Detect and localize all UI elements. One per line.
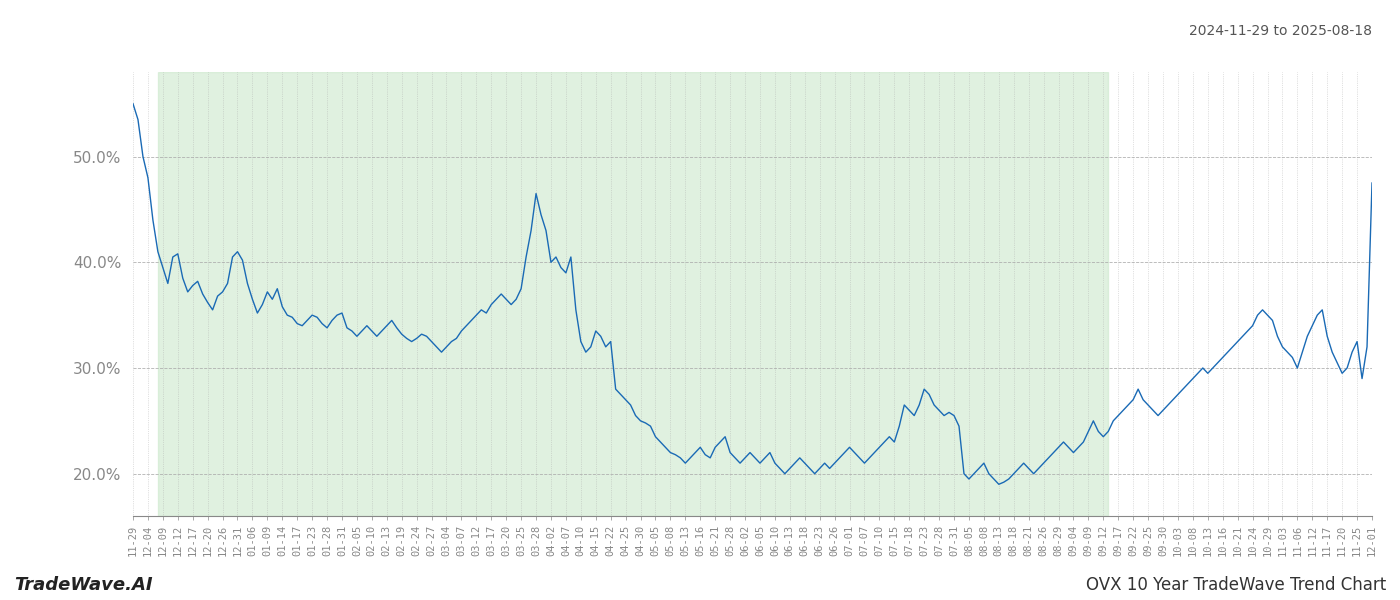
Bar	[158, 72, 1109, 516]
Text: TradeWave.AI: TradeWave.AI	[14, 576, 153, 594]
Text: 2024-11-29 to 2025-08-18: 2024-11-29 to 2025-08-18	[1189, 24, 1372, 38]
Text: OVX 10 Year TradeWave Trend Chart: OVX 10 Year TradeWave Trend Chart	[1086, 576, 1386, 594]
